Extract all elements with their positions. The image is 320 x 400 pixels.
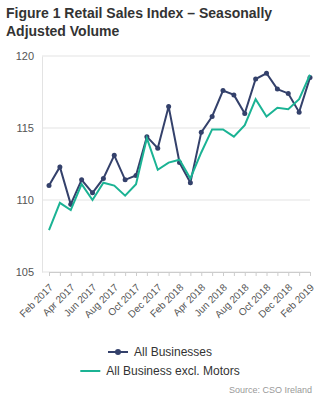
x-tick bbox=[103, 272, 104, 276]
point-marker bbox=[47, 183, 52, 188]
grid-line bbox=[42, 128, 310, 129]
point-marker bbox=[166, 104, 171, 109]
grid-line bbox=[42, 200, 310, 201]
x-tick-mark bbox=[212, 272, 213, 276]
x-tick-mark bbox=[71, 272, 72, 276]
y-tick-label: 115 bbox=[16, 122, 34, 134]
x-tick-mark bbox=[201, 272, 202, 276]
x-tick-mark bbox=[256, 272, 257, 276]
point-marker bbox=[210, 114, 215, 119]
legend-item: All Business excl. Motors bbox=[80, 364, 239, 378]
x-tick bbox=[234, 272, 235, 276]
point-marker bbox=[79, 177, 84, 182]
x-tick bbox=[212, 272, 213, 276]
title-line: Adjusted Volume bbox=[6, 23, 120, 39]
y-axis-line bbox=[42, 57, 43, 273]
x-tick-mark bbox=[60, 272, 61, 276]
x-axis-line bbox=[50, 273, 311, 277]
x-tick bbox=[82, 272, 83, 276]
y-tick-label: 105 bbox=[16, 266, 34, 278]
x-tick bbox=[299, 272, 300, 276]
y-tick-label: 110 bbox=[16, 194, 34, 206]
x-tick bbox=[169, 272, 170, 276]
y-tick: 110 bbox=[16, 194, 42, 206]
point-marker bbox=[242, 111, 247, 116]
grid bbox=[42, 56, 310, 272]
legend-swatch bbox=[80, 370, 100, 372]
point-marker bbox=[231, 92, 236, 97]
series-line bbox=[49, 75, 310, 231]
y-tick: 105 bbox=[16, 266, 42, 278]
point-marker bbox=[275, 87, 280, 92]
chart: Figure 1 Retail Sales Index – Seasonally… bbox=[0, 0, 320, 400]
x-tick bbox=[147, 272, 148, 276]
x-tick-mark bbox=[267, 272, 268, 276]
y-tick-label: 120 bbox=[16, 50, 34, 62]
legend: All Businesses All Business excl. Motors bbox=[80, 345, 239, 378]
x-tick bbox=[60, 272, 61, 276]
x-tick-mark bbox=[310, 272, 311, 276]
x-tick-mark bbox=[147, 272, 148, 276]
x-tick bbox=[190, 272, 191, 276]
x-tick: Feb 2019 bbox=[278, 272, 316, 319]
x-tick-mark bbox=[190, 272, 191, 276]
point-marker bbox=[199, 130, 204, 135]
legend-item: All Businesses bbox=[108, 345, 212, 359]
title-line: Figure 1 Retail Sales Index – Seasonally bbox=[6, 5, 272, 21]
x-tick bbox=[277, 272, 278, 276]
point-marker bbox=[221, 88, 226, 93]
point-marker bbox=[188, 180, 193, 185]
source: Source: CSO Ireland bbox=[229, 385, 312, 395]
y-tick: 115 bbox=[16, 122, 42, 134]
point-marker bbox=[297, 110, 302, 115]
x-tick-mark bbox=[103, 272, 104, 276]
x-tick-mark bbox=[125, 272, 126, 276]
x-tick-mark bbox=[49, 272, 50, 276]
x-tick-mark bbox=[223, 272, 224, 276]
x-tick-label: Feb 2019 bbox=[278, 281, 316, 319]
x-tick-mark bbox=[169, 272, 170, 276]
x-axis: Feb 2017Apr 2017Jun 2017Aug 2017Oct 2017… bbox=[17, 272, 316, 320]
point-marker bbox=[112, 153, 117, 158]
x-tick-mark bbox=[114, 272, 115, 276]
x-tick bbox=[125, 272, 126, 276]
x-tick-mark bbox=[180, 272, 181, 276]
point-marker bbox=[123, 177, 128, 182]
x-tick-mark bbox=[234, 272, 235, 276]
x-tick-mark bbox=[136, 272, 137, 276]
legend-marker bbox=[115, 349, 121, 355]
x-tick-mark bbox=[299, 272, 300, 276]
y-axis: 105 110 115 120 bbox=[16, 50, 43, 278]
y-tick: 120 bbox=[16, 50, 42, 62]
legend-label: All Businesses bbox=[134, 345, 212, 359]
x-tick-mark bbox=[277, 272, 278, 276]
x-tick-mark bbox=[82, 272, 83, 276]
legend-label: All Business excl. Motors bbox=[106, 364, 239, 378]
point-marker bbox=[101, 176, 106, 181]
x-tick-mark bbox=[288, 272, 289, 276]
plot-area bbox=[47, 71, 313, 230]
grid-line bbox=[42, 56, 310, 57]
point-marker bbox=[155, 146, 160, 151]
point-marker bbox=[57, 164, 62, 169]
x-tick bbox=[256, 272, 257, 276]
x-tick-mark bbox=[245, 272, 246, 276]
point-marker bbox=[264, 71, 269, 76]
point-marker bbox=[90, 190, 95, 195]
point-marker bbox=[286, 91, 291, 96]
series-line bbox=[49, 73, 310, 204]
point-marker bbox=[253, 77, 258, 82]
x-tick-mark bbox=[158, 272, 159, 276]
title: Figure 1 Retail Sales Index – Seasonally… bbox=[6, 5, 272, 39]
x-tick-mark bbox=[93, 272, 94, 276]
